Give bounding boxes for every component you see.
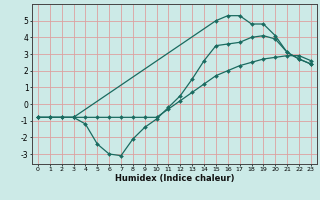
X-axis label: Humidex (Indice chaleur): Humidex (Indice chaleur) <box>115 174 234 183</box>
